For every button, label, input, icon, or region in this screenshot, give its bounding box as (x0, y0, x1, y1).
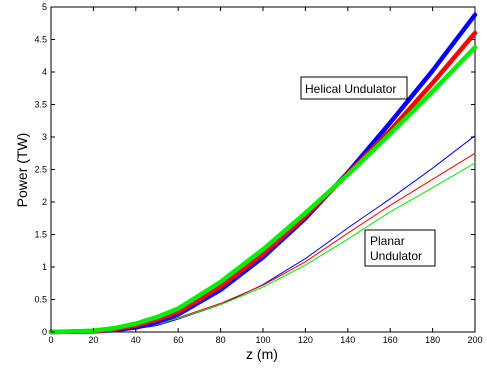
x-tick-label: 200 (467, 335, 482, 345)
x-tick-label: 80 (216, 335, 226, 345)
x-tick-label: 120 (298, 335, 313, 345)
y-tick-label: 0.5 (34, 295, 47, 305)
x-tick-label: 160 (383, 335, 398, 345)
y-tick-label: 1.5 (34, 230, 47, 240)
x-tick-label: 180 (425, 335, 440, 345)
x-tick-label: 0 (48, 335, 53, 345)
y-tick-label: 2 (42, 197, 47, 207)
y-tick-label: 4.5 (34, 35, 47, 45)
annotation-helical: Helical Undulator (300, 76, 408, 100)
y-tick-label: 2.5 (34, 165, 47, 175)
y-tick-label: 3.5 (34, 100, 47, 110)
series-layer (48, 12, 478, 335)
x-tick-label: 100 (255, 335, 270, 345)
axes-layer: 0 20 40 60 80 100 120 140 160 180 200 0 0.5 1 1.5 2 2.5 3… (34, 2, 482, 345)
x-tick-label: 40 (131, 335, 141, 345)
annotation-planar: Planar Undulator (364, 229, 436, 267)
x-axis-label: z (m) (246, 346, 278, 362)
annotation-helical-box (300, 76, 408, 100)
y-tick-label: 1 (42, 262, 47, 272)
annotation-planar-text-line2: Undulator (370, 249, 422, 263)
y-tick-label: 4 (42, 67, 47, 77)
plot-area (50, 6, 476, 333)
x-tick-label: 20 (88, 335, 98, 345)
annotation-helical-text: Helical Undulator (305, 82, 396, 96)
y-tick-label: 0 (42, 327, 47, 337)
series-line-thick-2 (48, 45, 478, 335)
y-tick-label: 5 (42, 2, 47, 12)
x-tick-label: 140 (340, 335, 355, 345)
y-axis-label: Power (TW) (14, 133, 30, 208)
y-tick-label: 3 (42, 132, 47, 142)
annotation-planar-box (364, 229, 436, 267)
annotation-planar-text-line1: Planar (370, 234, 405, 248)
x-tick-label: 60 (173, 335, 183, 345)
